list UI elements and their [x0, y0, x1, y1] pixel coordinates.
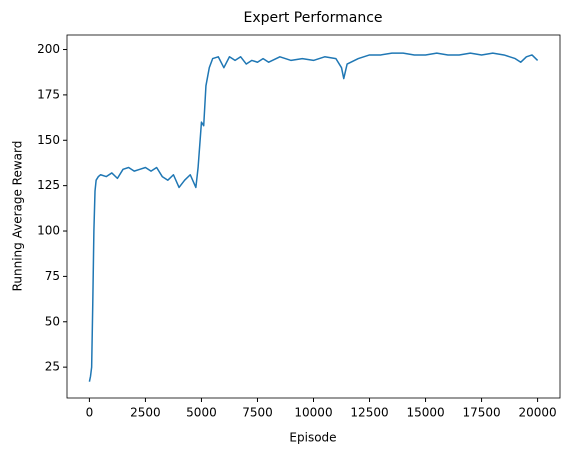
y-tick-label: 100: [37, 224, 60, 238]
y-tick-label: 125: [37, 178, 60, 192]
y-tick-label: 175: [37, 87, 60, 101]
line-series: [88, 52, 539, 382]
x-tick-label: 10000: [294, 406, 332, 420]
y-tick-label: 50: [45, 314, 60, 328]
y-tick-label: 75: [45, 269, 60, 283]
x-tick-label: 5000: [186, 406, 217, 420]
x-tick-label: 0: [86, 406, 94, 420]
y-axis-label: Running Average Reward: [11, 141, 25, 292]
x-tick-label: 17500: [462, 406, 500, 420]
x-tick-label: 2500: [130, 406, 161, 420]
y-tick-label: 200: [37, 42, 60, 56]
x-tick-label: 15000: [406, 406, 444, 420]
x-tick-label: 7500: [242, 406, 273, 420]
plot-frame: [66, 34, 561, 399]
y-tick-label: 150: [37, 133, 60, 147]
x-tick-label: 20000: [518, 406, 556, 420]
chart-title: Expert Performance: [243, 10, 382, 26]
x-tick-label: 12500: [350, 406, 388, 420]
y-tick-label: 25: [45, 360, 60, 374]
x-axis-label: Episode: [289, 431, 336, 445]
